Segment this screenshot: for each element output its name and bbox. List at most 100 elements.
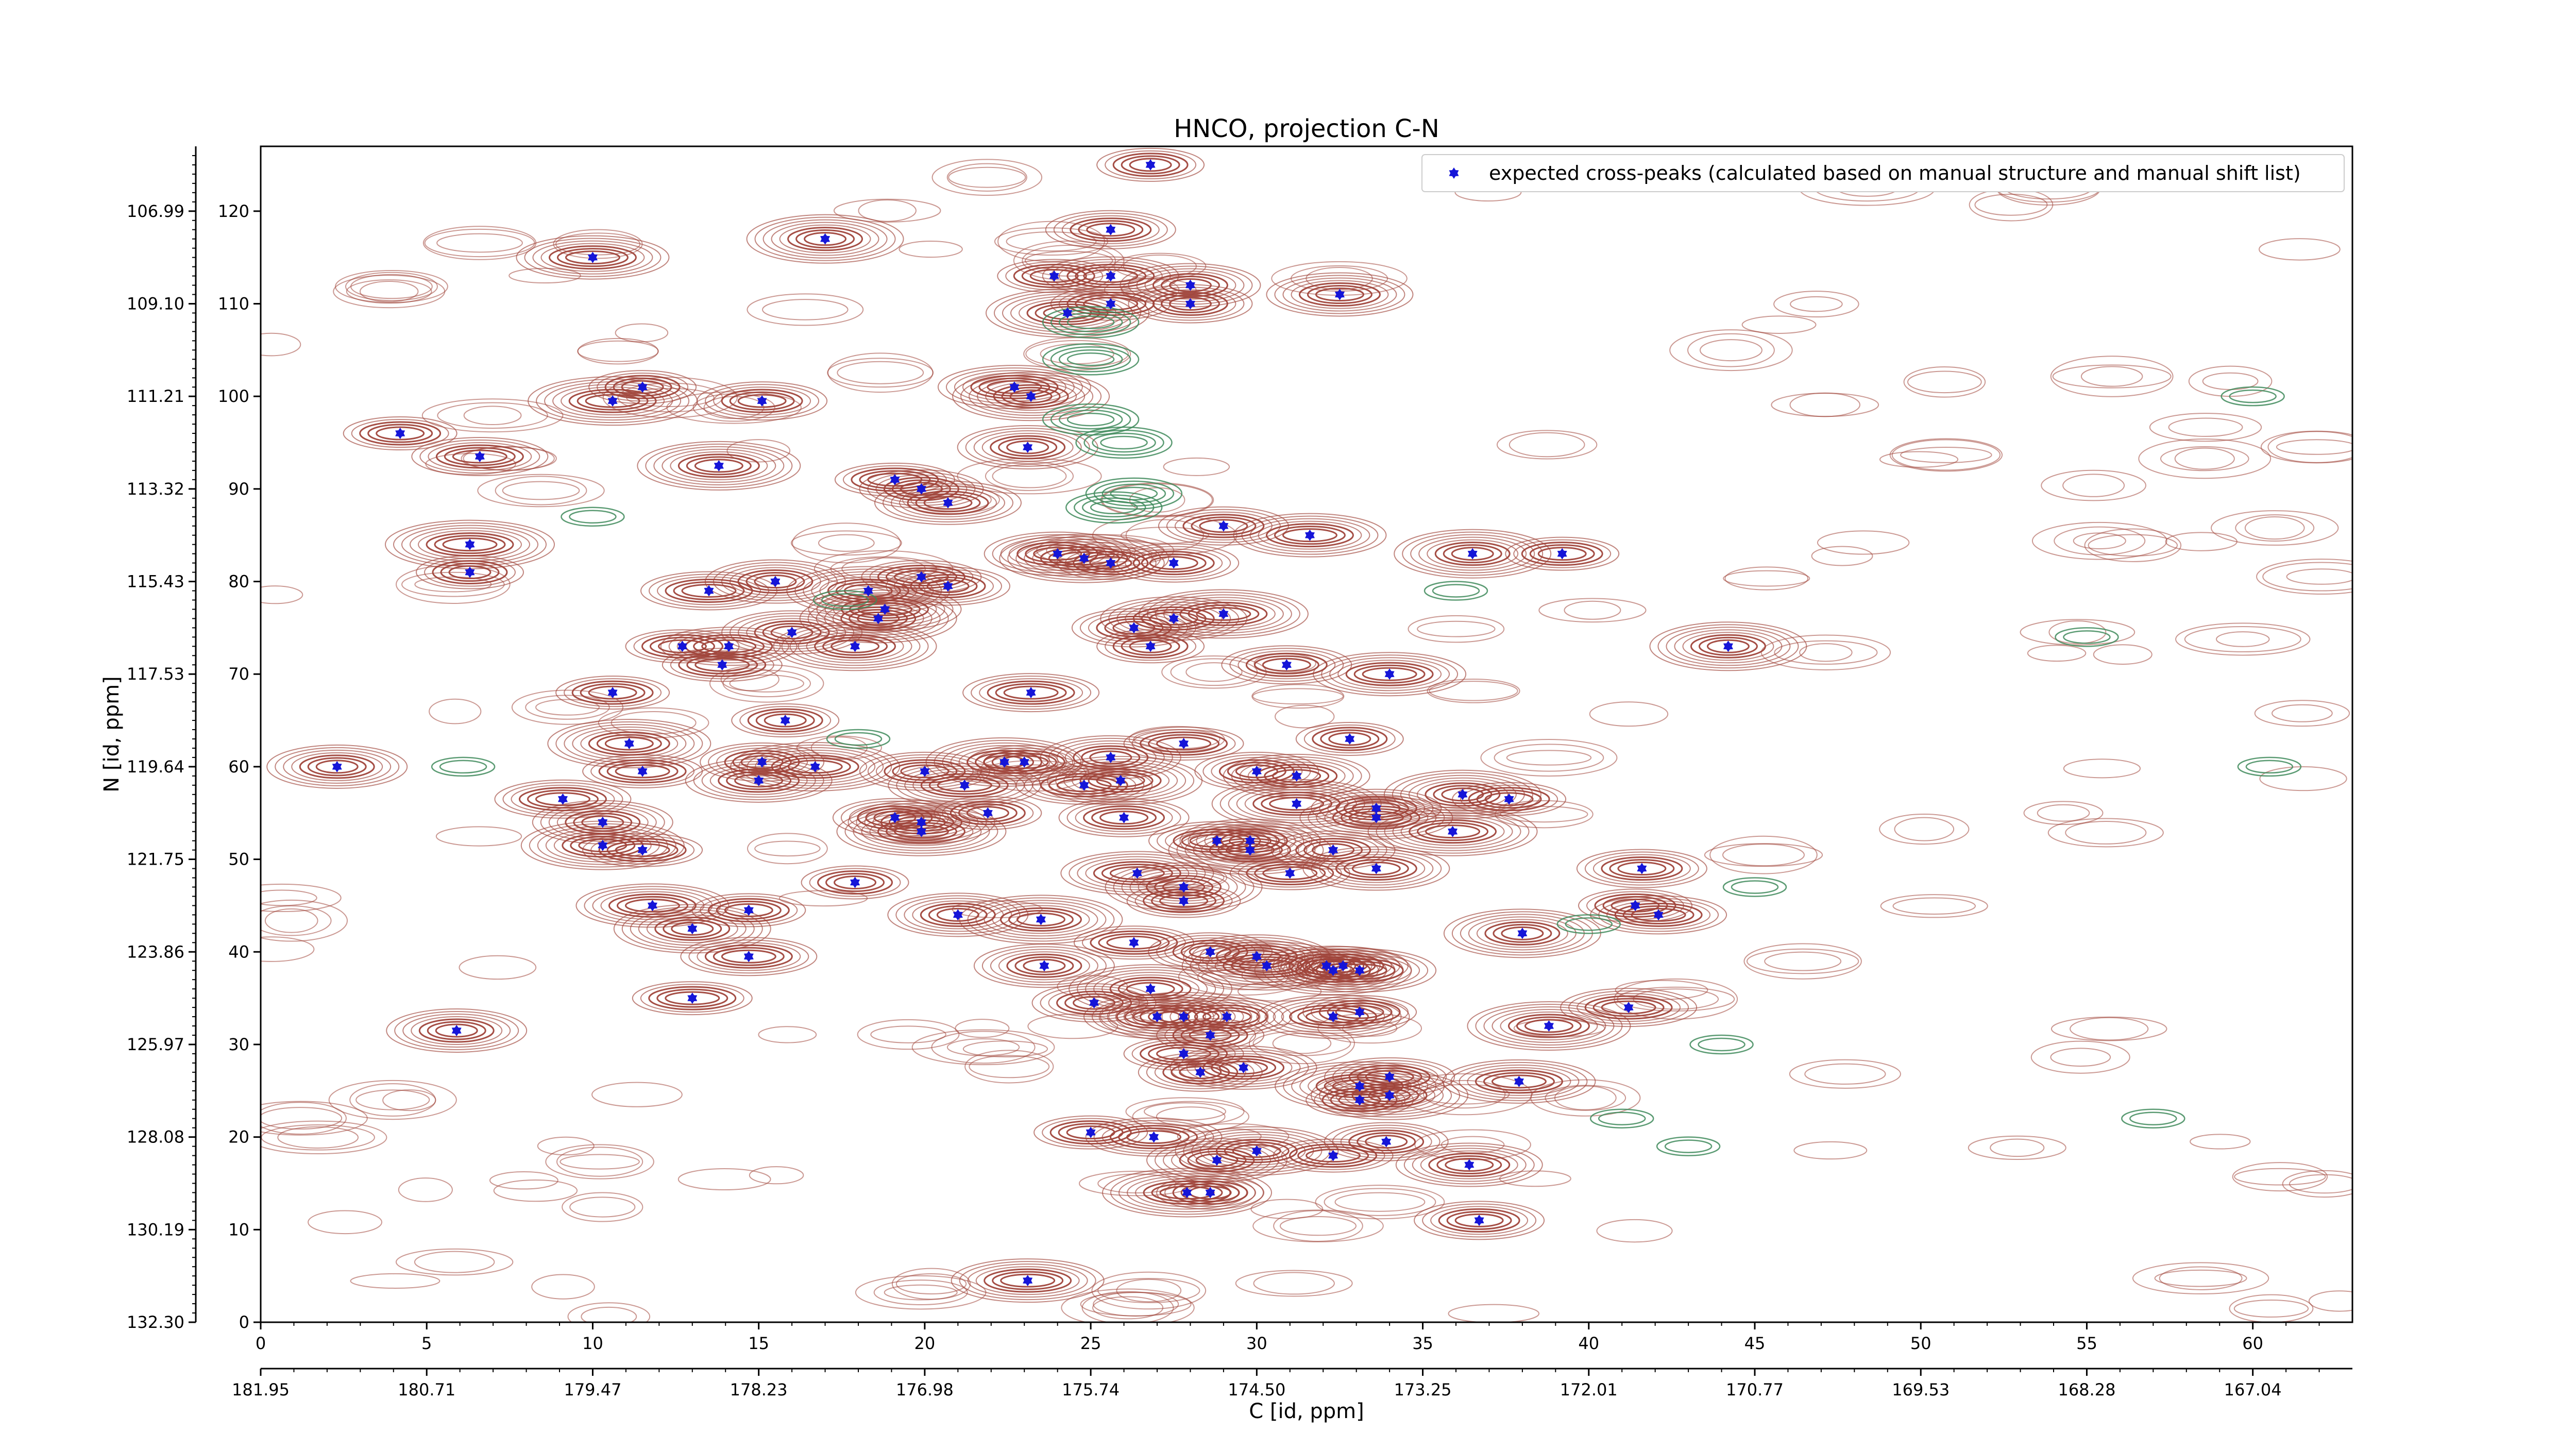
x-ppm-tick-label: 176.98	[896, 1380, 954, 1400]
contour-ring	[598, 759, 687, 784]
contour-ring	[857, 611, 900, 626]
contour-ring	[1166, 509, 1281, 543]
noise-contour	[493, 1180, 578, 1202]
cross-peak-marker	[1086, 1126, 1096, 1138]
contour-ring	[564, 678, 662, 707]
contour-ring	[597, 373, 689, 402]
contour-ring	[1425, 824, 1481, 839]
noise-contour	[2027, 645, 2087, 662]
cross-peak-marker	[587, 251, 598, 263]
noise-contour	[754, 840, 821, 857]
contour-ring	[1236, 786, 1357, 821]
contour-ring	[1183, 1128, 1331, 1173]
cross-peak-marker	[1168, 613, 1179, 625]
contour-ring	[677, 453, 760, 478]
noise-contour	[870, 1025, 946, 1043]
contour-ring	[951, 1258, 1105, 1303]
noise-contour	[2276, 439, 2352, 455]
chart-title: HNCO, projection C-N	[1174, 114, 1439, 143]
contour-ring	[1302, 846, 1450, 891]
contour-ring	[598, 838, 687, 863]
negative-contour	[1066, 352, 1115, 366]
x-axis-ticks: 0 5 10 15 20 25 30 35 40 45 50 55 60	[256, 1322, 2320, 1353]
negative-contour	[1050, 309, 1131, 335]
contour-ring	[1328, 732, 1371, 746]
contour-ring	[814, 634, 896, 659]
noise-contour	[1396, 1073, 1533, 1116]
noise-contour	[2149, 413, 2262, 442]
negative-contour	[1073, 494, 1155, 521]
noise-contour	[435, 826, 522, 847]
noise-contour	[1414, 1129, 1531, 1160]
noise-contour	[459, 955, 537, 980]
cross-peak-marker	[677, 641, 687, 652]
contour-ring	[1045, 210, 1176, 249]
contour-ring	[1001, 386, 1061, 406]
contour-ring	[694, 459, 743, 473]
noise-contour	[489, 1171, 558, 1190]
contour-ring	[1033, 1115, 1148, 1150]
contour-ring	[738, 744, 892, 789]
contour-ring	[435, 1023, 478, 1038]
contour-ring	[654, 916, 731, 941]
noise-contour	[837, 361, 924, 384]
contour-ring	[673, 581, 745, 600]
contour-ring	[1085, 1117, 1223, 1157]
contour-ring	[904, 898, 1012, 932]
contour-ring	[1335, 1005, 1384, 1019]
contour-ring	[779, 224, 871, 254]
cross-peak-marker	[607, 687, 618, 699]
contour-ring	[1420, 1150, 1518, 1180]
contour-ring	[671, 921, 714, 936]
negative-contour	[2063, 630, 2111, 644]
noise-contour	[1723, 570, 1810, 587]
contour-ring	[867, 471, 976, 506]
contour-ring	[1362, 667, 1417, 681]
contour-ring	[1412, 1148, 1527, 1182]
noise-contour	[1724, 566, 1809, 591]
contour-ring	[1262, 866, 1318, 881]
contour-ring	[1246, 861, 1334, 886]
contour-ring	[1367, 806, 1538, 856]
contour-ring	[816, 589, 954, 629]
contour-ring	[1351, 1083, 1428, 1108]
cross-peak-marker	[1036, 914, 1046, 925]
noise-contour	[1123, 254, 1197, 278]
contour-ring	[958, 747, 1050, 777]
contour-ring	[1102, 1168, 1272, 1218]
contour-ring	[1329, 657, 1450, 692]
noise-contour	[677, 1168, 771, 1191]
contour-ring	[1178, 1002, 1276, 1032]
contour-ring	[1096, 773, 1145, 788]
contour-ring	[1159, 894, 1209, 908]
cross-peak-marker	[1062, 307, 1073, 319]
contour-ring	[1099, 811, 1149, 825]
noise-contour	[2282, 1170, 2352, 1198]
noise-contour	[424, 228, 535, 258]
contour-ring	[1056, 990, 1132, 1015]
noise-contour	[395, 1248, 514, 1276]
noise-contour	[2229, 1294, 2314, 1322]
legend-marker-icon	[1449, 167, 1459, 179]
contour-ring	[1576, 849, 1707, 888]
contour-ring	[1249, 518, 1370, 552]
noise-contour	[1128, 726, 1225, 753]
contour-ring	[556, 248, 629, 267]
cross-peak-marker	[395, 428, 405, 439]
contour-ring	[1622, 905, 1694, 924]
cross-peak-marker	[451, 1025, 462, 1036]
contour-ring	[1148, 734, 1220, 753]
contour-ring	[1164, 1178, 1257, 1207]
y-ppm-tick-label: 130.19	[127, 1220, 184, 1239]
contour-ring	[1154, 1057, 1246, 1087]
noise-contour	[1891, 439, 2001, 471]
contour-ring	[1395, 1142, 1543, 1187]
noise-contour	[1440, 1136, 1505, 1154]
contour-ring	[1353, 664, 1426, 684]
noise-contour	[261, 585, 303, 604]
noise-contour	[2047, 818, 2164, 848]
contour-ring	[1106, 935, 1162, 950]
negative-contour	[1100, 435, 1148, 450]
noise-contour	[1024, 250, 1113, 271]
